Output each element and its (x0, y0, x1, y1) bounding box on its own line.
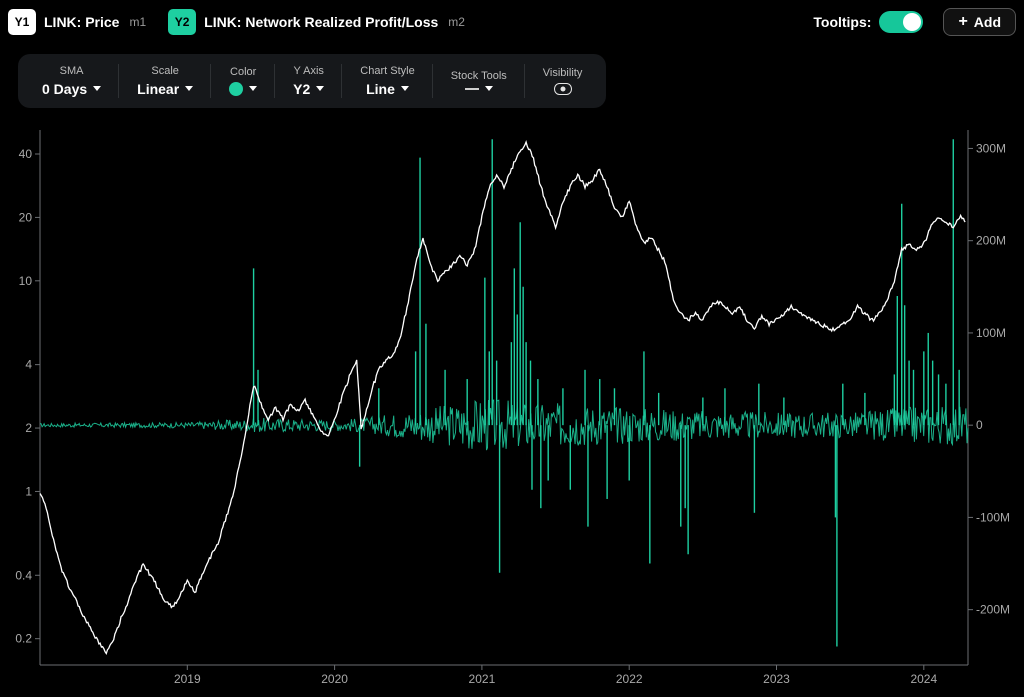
add-button-label: Add (974, 14, 1001, 30)
svg-text:2023: 2023 (763, 672, 790, 686)
svg-text:4: 4 (25, 358, 32, 372)
svg-text:2024: 2024 (910, 672, 937, 686)
svg-text:40: 40 (19, 147, 33, 161)
svg-text:100M: 100M (976, 326, 1006, 340)
series-pl (40, 139, 968, 646)
svg-text:300M: 300M (976, 141, 1006, 155)
caret-icon (485, 86, 493, 91)
caret-icon (401, 86, 409, 91)
svg-text:2019: 2019 (174, 672, 201, 686)
tool-stock[interactable]: Stock Tools (433, 54, 525, 108)
tool-visibility[interactable]: Visibility (525, 54, 601, 108)
series-price (40, 142, 965, 654)
svg-text:0.4: 0.4 (15, 568, 32, 582)
chart-area[interactable]: 0.2 0.4 1 2 4 10 20 40 -200M -100M 0 100M 200M 300M 20… (0, 118, 1024, 697)
svg-text:2020: 2020 (321, 672, 348, 686)
caret-icon (93, 86, 101, 91)
tool-chart-style[interactable]: Chart Style Line (342, 54, 432, 108)
series2-label[interactable]: LINK: Network Realized Profit/Loss (204, 14, 438, 30)
svg-text:2022: 2022 (616, 672, 643, 686)
svg-text:0.2: 0.2 (15, 632, 32, 646)
chart-svg: 0.2 0.4 1 2 4 10 20 40 -200M -100M 0 100M 200M 300M 20… (0, 118, 1024, 697)
add-button[interactable]: + Add (943, 8, 1016, 36)
svg-text:20: 20 (19, 210, 33, 224)
legend-row: Y1 LINK: Price m1 Y2 LINK: Network Reali… (8, 6, 1016, 38)
series1-badge[interactable]: Y1 (8, 9, 36, 35)
caret-icon (249, 86, 257, 91)
series2-sublabel: m2 (448, 15, 465, 29)
svg-text:2021: 2021 (469, 672, 496, 686)
tool-yaxis[interactable]: Y Axis Y2 (275, 54, 342, 108)
eye-icon (554, 83, 572, 95)
tooltips-toggle[interactable] (879, 11, 923, 33)
series1-label[interactable]: LINK: Price (44, 14, 119, 30)
svg-text:0: 0 (976, 418, 983, 432)
svg-text:1: 1 (25, 484, 32, 498)
svg-text:-100M: -100M (976, 510, 1010, 524)
svg-text:2: 2 (25, 421, 32, 435)
series1-sublabel: m1 (129, 15, 146, 29)
svg-text:10: 10 (19, 274, 33, 288)
chart-toolbar: SMA 0 Days Scale Linear Color Y Axis Y2 … (18, 54, 606, 108)
plus-icon: + (958, 15, 967, 29)
series2-badge[interactable]: Y2 (168, 9, 196, 35)
tool-sma[interactable]: SMA 0 Days (24, 54, 119, 108)
caret-icon (316, 86, 324, 91)
tool-color[interactable]: Color (211, 54, 275, 108)
color-swatch (229, 82, 243, 96)
tool-scale[interactable]: Scale Linear (119, 54, 211, 108)
caret-icon (185, 86, 193, 91)
svg-text:200M: 200M (976, 234, 1006, 248)
tooltips-toggle-group: Tooltips: (813, 11, 923, 33)
tooltips-label: Tooltips: (813, 14, 871, 30)
dash-icon (465, 88, 479, 90)
svg-text:-200M: -200M (976, 603, 1010, 617)
